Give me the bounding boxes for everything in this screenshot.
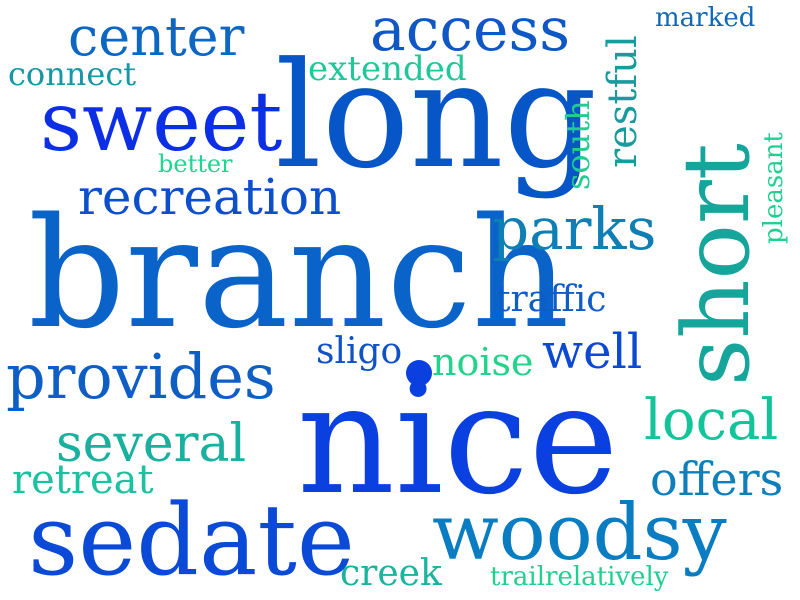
word-provides: provides [6,340,276,413]
word-sweet: sweet [40,75,283,170]
word-restful: restful [600,35,646,168]
word-access: access [370,0,571,65]
word-connect: connect [8,55,137,93]
word-trailrelatively: trailrelatively [490,562,669,592]
word-sligo: sligo [316,331,403,372]
word-traffic: traffic [496,279,607,320]
word-creek: creek [340,553,442,594]
word-center: center [68,5,245,68]
word-branch: branch [28,185,570,362]
word-woodsy: woodsy [432,488,727,578]
word-extended: extended [308,49,467,89]
word-parks: parks [492,195,657,263]
word-noise: noise [432,340,534,384]
word-nice: nice [297,351,619,528]
word-long: long [275,31,598,201]
word-local: local [644,388,779,453]
word-sedate: sedate [28,484,355,598]
word-offers: offers [650,452,784,506]
word-south: south [559,100,597,190]
word-retreat: retreat [12,457,154,503]
word-several: several [56,414,247,474]
word-better: better [158,150,233,178]
word-recreation: recreation [78,168,342,226]
word-pleasant: pleasant [759,132,789,244]
word-well: well [542,324,643,380]
word-short: short [663,143,770,386]
word-marked: marked [655,3,756,33]
dot-mark [406,360,432,386]
